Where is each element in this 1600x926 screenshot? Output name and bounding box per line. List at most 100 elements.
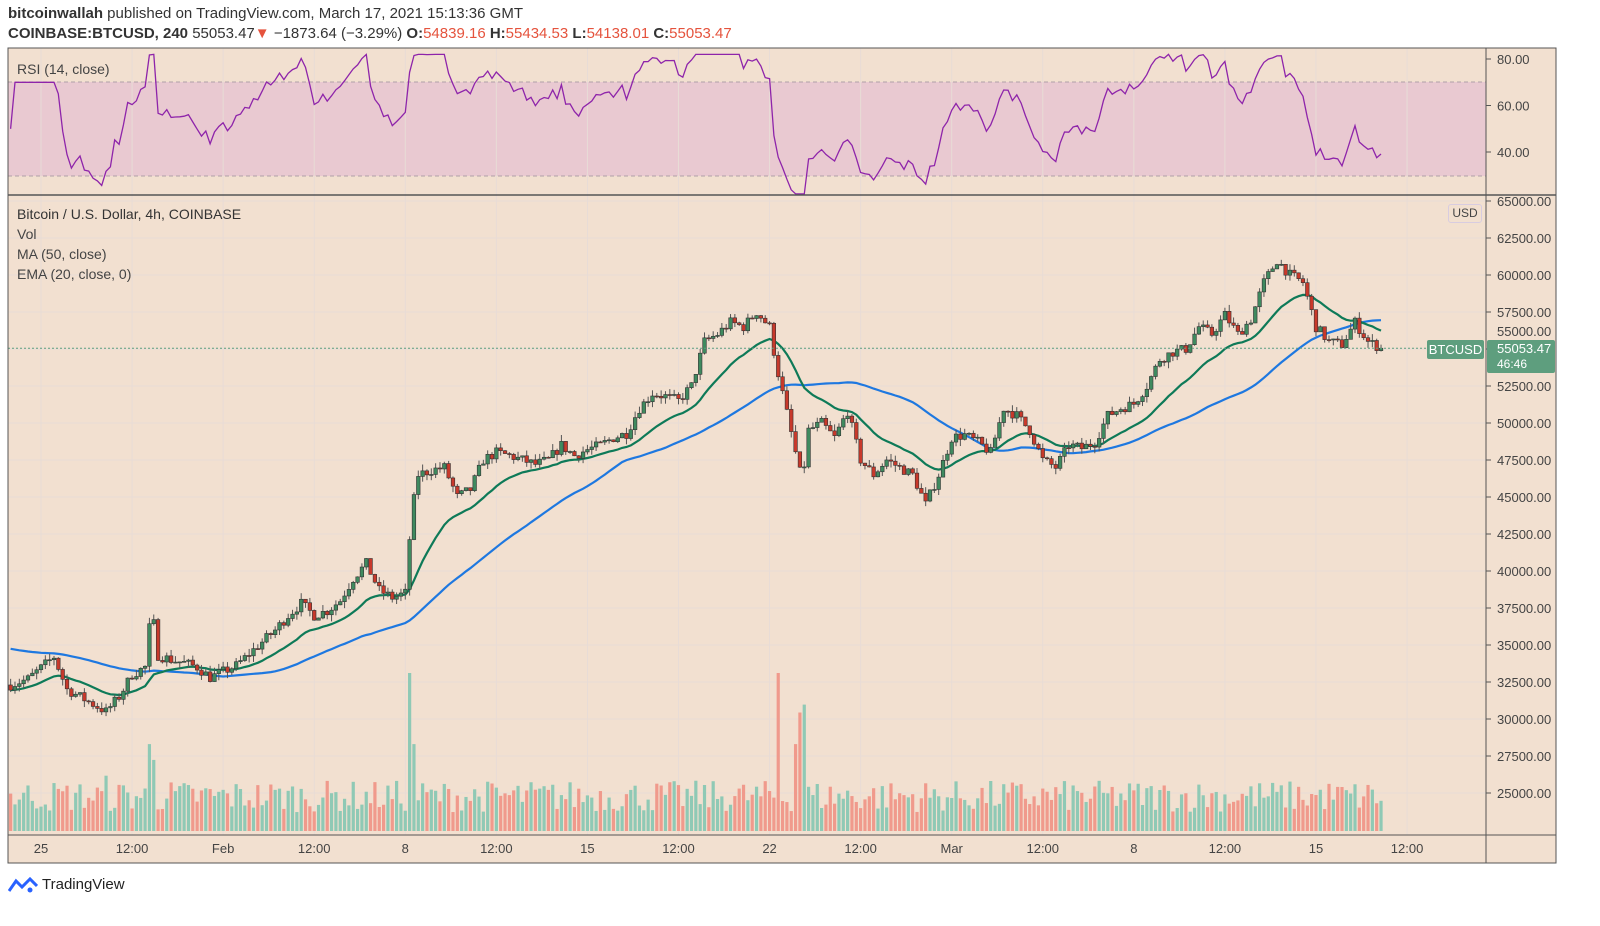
volume-bar: [841, 798, 845, 831]
candle: [836, 423, 842, 438]
candle: [1027, 425, 1032, 439]
candle: [1005, 410, 1011, 417]
volume-bar: [646, 799, 650, 831]
vol-legend[interactable]: Vol: [17, 226, 37, 242]
volume-bar: [603, 809, 607, 831]
candle-body: [1110, 410, 1115, 415]
time-tick-label: 12:00: [116, 841, 149, 856]
candle: [1300, 275, 1306, 287]
candle-body: [780, 376, 785, 392]
volume-bar: [447, 788, 451, 831]
candle: [264, 630, 269, 644]
publish-line: bitcoinwallah published on TradingView.c…: [8, 5, 523, 22]
candle: [47, 653, 52, 666]
candle: [268, 632, 273, 640]
candle-body: [1149, 376, 1154, 390]
volume-bar: [399, 803, 403, 831]
candle-body: [615, 437, 620, 443]
candle-body: [502, 450, 508, 454]
candle: [463, 487, 469, 492]
candle-body: [359, 566, 365, 578]
ma-legend[interactable]: MA (50, close): [17, 246, 107, 262]
candle: [1248, 319, 1254, 326]
volume-bar: [1192, 807, 1197, 831]
volume-bar: [30, 800, 34, 831]
candle-body: [1045, 457, 1050, 460]
time-tick-label: 25: [34, 841, 48, 856]
volume-bar: [481, 811, 485, 831]
candle: [1357, 312, 1362, 338]
time-tick-label: 15: [1309, 841, 1323, 856]
candle-body: [975, 436, 980, 439]
volume-bar: [507, 795, 511, 831]
volume-bar: [1197, 784, 1201, 831]
candle-body: [1309, 295, 1314, 310]
candle-body: [1348, 328, 1353, 340]
volume-bar: [121, 785, 125, 831]
candle-body: [1131, 401, 1136, 405]
candle-body: [1136, 401, 1141, 405]
author-name[interactable]: bitcoinwallah: [8, 5, 104, 22]
candle: [524, 450, 529, 467]
candle: [429, 468, 434, 481]
volume-bar: [694, 780, 698, 831]
candle-body: [589, 446, 594, 450]
volume-bar: [650, 810, 655, 831]
series-title[interactable]: Bitcoin / U.S. Dollar, 4h, COINBASE: [17, 206, 242, 222]
candle: [147, 617, 152, 673]
volume-bar: [681, 806, 685, 831]
candle-body: [320, 611, 325, 619]
candle: [1014, 407, 1019, 423]
candle-body: [1114, 411, 1119, 415]
candle: [377, 577, 382, 591]
volume-bar: [798, 712, 802, 831]
candle-body: [1248, 322, 1254, 325]
volume-bar: [607, 797, 611, 831]
volume-bar: [1353, 784, 1357, 831]
candle: [1049, 456, 1054, 469]
candle-body: [693, 374, 698, 383]
candle: [1066, 441, 1071, 455]
candle: [793, 425, 798, 454]
candle: [1175, 344, 1180, 361]
candle-body: [988, 447, 993, 453]
candle: [455, 483, 460, 499]
candle-body: [251, 648, 256, 657]
volume-bar: [69, 809, 73, 831]
candle-countdown: 46:46: [1497, 357, 1528, 371]
volume-bar: [429, 789, 433, 831]
volume-bar: [806, 786, 811, 831]
candle: [667, 389, 672, 400]
volume-bar: [1036, 805, 1041, 831]
candle: [771, 321, 776, 359]
rsi-legend[interactable]: RSI (14, close): [17, 61, 110, 77]
candle-body: [1313, 309, 1319, 333]
candle: [602, 436, 607, 445]
volume-bar: [156, 809, 160, 831]
volume-bar: [425, 792, 429, 831]
candle-body: [1318, 326, 1323, 333]
volume-bar: [204, 788, 208, 831]
candle: [1266, 268, 1271, 285]
candle-body: [919, 488, 924, 494]
ema-legend[interactable]: EMA (20, close, 0): [17, 266, 132, 282]
price-tick-label: 60000.00: [1497, 268, 1551, 283]
candle-body: [1192, 333, 1197, 345]
candle-body: [1027, 425, 1032, 435]
high-label: H:: [489, 25, 506, 42]
volume-bar: [1032, 796, 1036, 831]
tradingview-logo[interactable]: TradingView: [8, 876, 125, 893]
candle-body: [667, 394, 672, 396]
volume-bar: [1262, 797, 1266, 831]
candle-body: [303, 598, 308, 604]
candle: [654, 392, 659, 399]
candle-body: [1339, 339, 1345, 348]
volume-bar: [277, 788, 282, 831]
volume-bar: [381, 804, 386, 831]
candle: [346, 583, 352, 600]
candle-body: [17, 683, 22, 687]
candle: [1162, 359, 1167, 367]
currency-badge[interactable]: USD: [1448, 204, 1482, 223]
candle-body: [442, 463, 447, 470]
